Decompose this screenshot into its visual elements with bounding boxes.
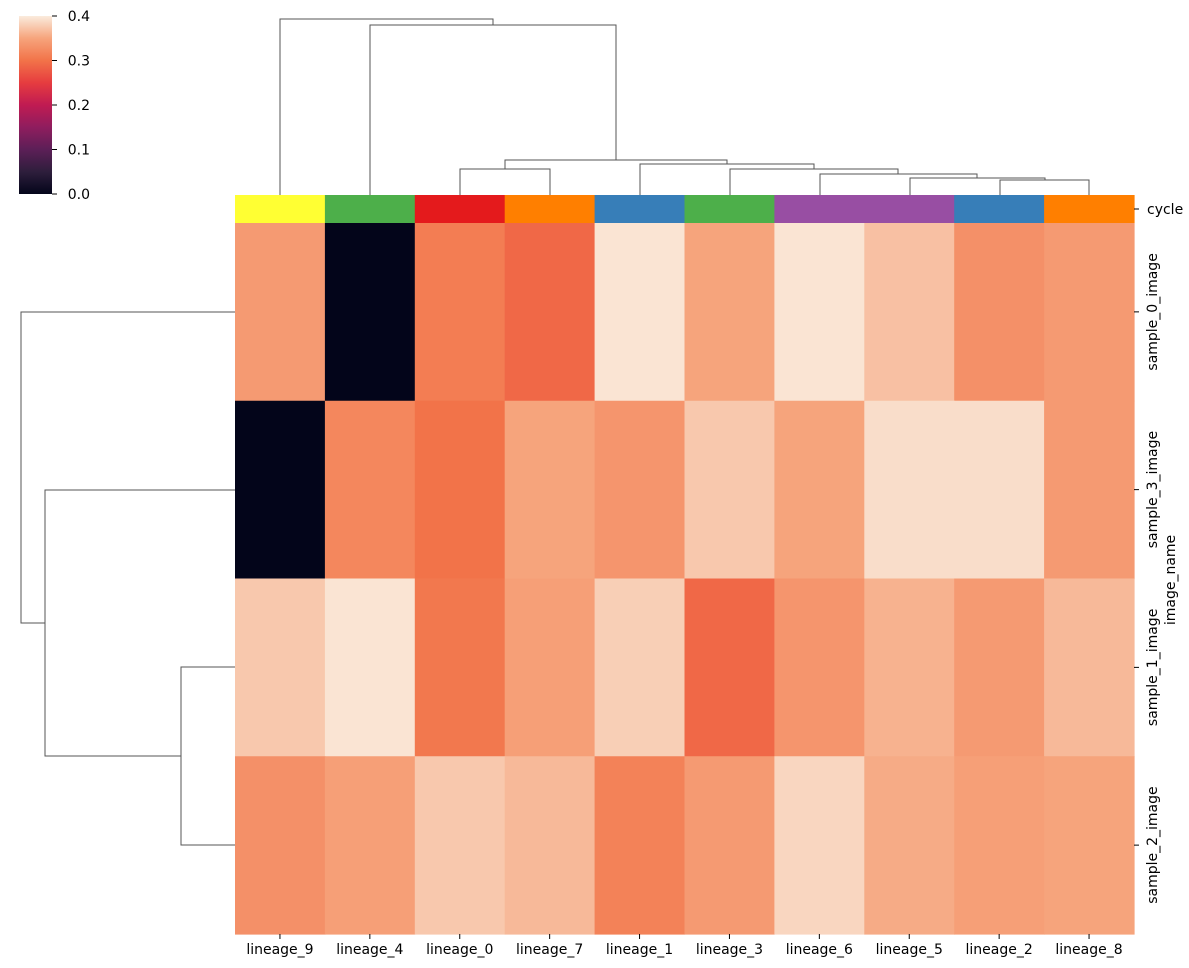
- col-dendro-link: [999, 179, 1090, 195]
- heatmap-cell: [414, 578, 506, 757]
- x-tick-labels: lineage_9 lineage_4 lineage_0 lineage_7 line…: [246, 934, 1123, 958]
- row-dendro-link: [44, 489, 235, 757]
- y-tick-label: sample_3_image: [1145, 431, 1161, 548]
- heatmap-cell: [504, 578, 596, 757]
- cycle-color-cell: [684, 195, 775, 223]
- cycle-color-cell: [324, 195, 416, 223]
- colorbar-ticks: 0.0 0.1 0.2 0.3 0.4: [52, 9, 90, 203]
- y-tick-label: sample_0_image: [1145, 253, 1161, 370]
- heatmap-cell: [324, 578, 416, 757]
- colorbar-tick-label: 0.4: [68, 9, 90, 25]
- column-dendrogram: [279, 18, 1090, 195]
- cycle-color-cell: [235, 195, 326, 223]
- heatmap-cell: [235, 578, 326, 757]
- row-dendro-link: [20, 311, 235, 624]
- heatmap-cell: [684, 578, 775, 757]
- heatmap-cell: [684, 400, 775, 580]
- y-tick-labels: sample_0_image sample_3_image sample_1_ima…: [1134, 253, 1161, 904]
- heatmap-cell: [864, 400, 955, 580]
- heatmap-cell: [684, 756, 775, 935]
- heatmap-cell: [324, 400, 416, 580]
- heatmap-cell: [414, 400, 506, 580]
- x-tick-label: lineage_5: [876, 942, 943, 958]
- x-tick-label: lineage_7: [516, 942, 583, 958]
- cycle-color-cell: [504, 195, 596, 223]
- colorbar-tick-label: 0.0: [68, 187, 90, 203]
- heatmap-cell: [324, 756, 416, 935]
- heatmap-cell: [324, 223, 416, 402]
- col-dendro-link: [279, 18, 494, 195]
- cycle-color-cell: [864, 195, 955, 223]
- heatmap-cell: [594, 223, 686, 402]
- cycle-color-cell: [774, 195, 865, 223]
- col-dendro-link: [819, 173, 978, 195]
- y-tick-label: sample_2_image: [1145, 786, 1161, 903]
- x-tick-label: lineage_1: [606, 942, 673, 958]
- heatmap-cell: [954, 223, 1045, 402]
- heatmap-cell: [594, 578, 686, 757]
- row-dendro-link: [180, 666, 235, 846]
- heatmap-cell: [864, 223, 955, 402]
- heatmap-cell: [1044, 223, 1135, 402]
- col-dendro-link: [909, 177, 1046, 195]
- y-axis-title: image_name: [1163, 535, 1179, 625]
- heatmap-cell: [774, 223, 865, 402]
- colorbar-tick-label: 0.1: [68, 143, 90, 159]
- cycle-color-strip: [235, 195, 1139, 223]
- heatmap-cell: [684, 223, 775, 402]
- colorbar-gradient: [19, 16, 52, 194]
- heatmap-cell: [864, 756, 955, 935]
- heatmap-cell: [235, 756, 326, 935]
- y-tick-label: sample_1_image: [1145, 609, 1161, 726]
- colorbar-tick-label: 0.3: [68, 54, 90, 70]
- cycle-label: cycle: [1147, 202, 1183, 218]
- col-dendro-link: [459, 168, 551, 195]
- heatmap-cell: [774, 756, 865, 935]
- heatmap-cell: [504, 223, 596, 402]
- x-tick-label: lineage_4: [336, 942, 403, 958]
- heatmap-cell: [1044, 400, 1135, 580]
- colorbar: 0.0 0.1 0.2 0.3 0.4: [19, 9, 90, 203]
- cycle-color-cell: [594, 195, 686, 223]
- cycle-color-cell: [954, 195, 1045, 223]
- cycle-color-cell: [1044, 195, 1135, 223]
- x-tick-label: lineage_2: [966, 942, 1033, 958]
- x-tick-label: lineage_9: [246, 942, 313, 958]
- cycle-color-cell: [414, 195, 506, 223]
- x-tick-label: lineage_0: [426, 942, 493, 958]
- x-tick-label: lineage_3: [696, 942, 763, 958]
- col-dendro-link: [729, 168, 899, 195]
- heatmap-cell: [504, 400, 596, 580]
- heatmap-cell: [774, 578, 865, 757]
- heatmap-cell: [414, 223, 506, 402]
- heatmap-cell: [1044, 756, 1135, 935]
- heatmap-cell: [864, 578, 955, 757]
- heatmap-cell: [504, 756, 596, 935]
- heatmap-cell: [1044, 578, 1135, 757]
- heatmap-cell: [954, 400, 1045, 580]
- x-tick-label: lineage_8: [1055, 942, 1122, 958]
- heatmap-cell: [594, 400, 686, 580]
- heatmap-cell: [414, 756, 506, 935]
- row-dendrogram: [20, 311, 235, 846]
- heatmap-cell: [235, 223, 326, 402]
- colorbar-tick-label: 0.2: [68, 98, 90, 114]
- x-tick-label: lineage_6: [786, 942, 853, 958]
- heatmap-cell: [774, 400, 865, 580]
- heatmap-cell: [235, 400, 326, 580]
- heatmap-cell: [954, 756, 1045, 935]
- heatmap-cell: [594, 756, 686, 935]
- heatmap-cell: [954, 578, 1045, 757]
- heatmap-cells: [235, 223, 1135, 935]
